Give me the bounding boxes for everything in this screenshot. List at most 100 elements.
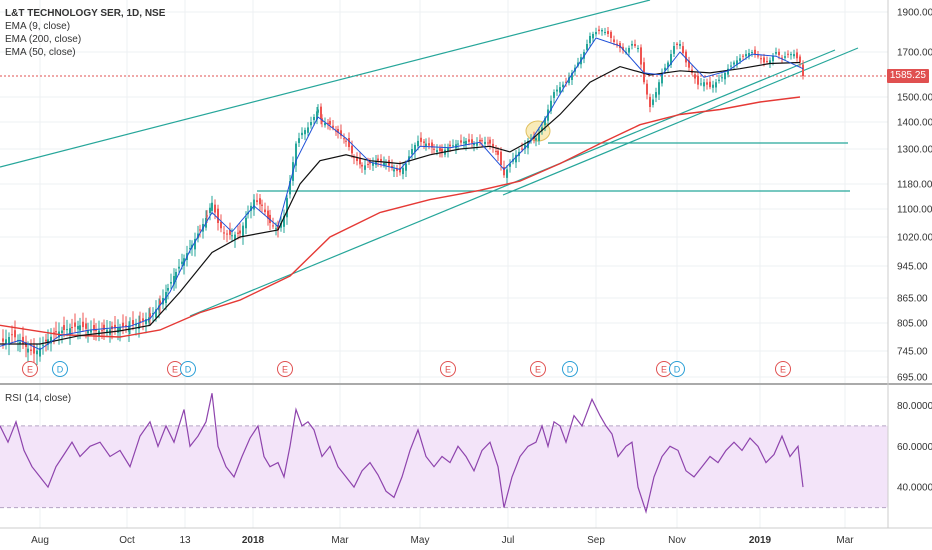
legend-ema-9[interactable]: EMA (9, close) xyxy=(5,21,71,32)
candle-body xyxy=(189,248,191,250)
candle-body xyxy=(63,325,65,330)
y-tick-label: 945.00 xyxy=(897,262,928,273)
candle-body xyxy=(11,334,13,336)
candle-body xyxy=(264,209,266,213)
rsi-legend[interactable]: RSI (14, close) xyxy=(5,393,72,404)
candle-body xyxy=(739,58,741,61)
candle-body xyxy=(286,198,288,218)
candle-body xyxy=(476,142,478,146)
candle-body xyxy=(787,53,789,55)
candle-body xyxy=(242,225,244,237)
candle-body xyxy=(667,62,669,68)
candle-body xyxy=(119,327,121,332)
candle-body xyxy=(30,349,32,351)
candle-body xyxy=(239,230,241,234)
candle-body xyxy=(55,331,57,333)
candle-body xyxy=(661,72,663,84)
candle-body xyxy=(317,109,319,113)
candle-body xyxy=(152,313,154,315)
x-tick-label: Jul xyxy=(502,535,515,546)
candle-body xyxy=(473,143,475,146)
y-tick-label: 865.00 xyxy=(897,294,928,305)
candle-body xyxy=(727,68,729,75)
legend-ema-200[interactable]: EMA (200, close) xyxy=(5,34,82,45)
candle-body xyxy=(622,46,624,50)
earnings-marker xyxy=(22,361,38,377)
candle-body xyxy=(391,165,393,168)
y-tick-label: 1500.00 xyxy=(897,93,932,104)
candle-body xyxy=(655,92,657,98)
x-tick-label: Oct xyxy=(119,535,135,546)
candle-body xyxy=(380,158,382,162)
candle-body xyxy=(304,130,306,135)
y-tick-label: 805.00 xyxy=(897,319,928,330)
candle-body xyxy=(766,61,768,63)
earnings-marker xyxy=(775,361,791,377)
x-tick-label: Aug xyxy=(31,535,49,546)
candle-body xyxy=(117,328,119,333)
x-tick-label: Nov xyxy=(668,535,686,546)
candle-body xyxy=(492,143,494,148)
candle-body xyxy=(69,328,71,335)
candle-body xyxy=(272,225,274,227)
candle-body xyxy=(640,47,642,65)
dividend-marker xyxy=(669,361,685,377)
trendline xyxy=(0,0,651,168)
candle-body xyxy=(550,100,552,111)
candle-body xyxy=(646,83,648,95)
candle-body xyxy=(45,339,47,342)
candle-body xyxy=(751,52,753,53)
candle-body xyxy=(706,82,708,85)
candle-body xyxy=(414,144,416,153)
candle-body xyxy=(50,336,52,344)
candle-body xyxy=(209,207,211,214)
candle-body xyxy=(226,233,228,235)
candle-body xyxy=(77,325,79,330)
highlight-ellipse xyxy=(525,120,551,142)
y-tick-label: 1020.00 xyxy=(897,233,932,244)
candle-body xyxy=(39,347,41,357)
candle-body xyxy=(598,29,600,31)
candle-body xyxy=(481,140,483,142)
y-tick-label: 1400.00 xyxy=(897,118,932,129)
candle-body xyxy=(298,138,300,143)
y-tick-label: 695.00 xyxy=(897,373,928,384)
candle-body xyxy=(425,143,427,147)
candle-body xyxy=(703,82,705,87)
candle-body xyxy=(114,324,116,329)
candle-body xyxy=(559,87,561,93)
x-tick-label: 2018 xyxy=(242,535,265,546)
candle-body xyxy=(301,132,303,136)
candle-body xyxy=(393,169,395,172)
candle-body xyxy=(8,337,10,345)
legend-ema-50[interactable]: EMA (50, close) xyxy=(5,47,76,58)
candle-body xyxy=(535,138,537,141)
candle-body xyxy=(356,158,358,162)
candle-body xyxy=(122,322,124,327)
dividend-marker-label: D xyxy=(185,365,192,375)
candle-body xyxy=(447,147,449,152)
candle-body xyxy=(679,44,681,46)
candle-body xyxy=(604,32,606,33)
candle-body xyxy=(79,325,81,331)
candle-body xyxy=(383,162,385,166)
candle-body xyxy=(778,51,780,56)
x-tick-label: 13 xyxy=(179,535,191,546)
candle-body xyxy=(754,49,756,55)
candle-body xyxy=(155,309,157,318)
candle-body xyxy=(433,148,435,150)
candle-body xyxy=(345,140,347,142)
candle-body xyxy=(544,118,546,126)
candle-body xyxy=(194,238,196,250)
candle-body xyxy=(280,223,282,228)
candle-body xyxy=(417,140,419,147)
candle-body xyxy=(138,322,140,329)
candle-body xyxy=(790,54,792,56)
series-line-ema-9 xyxy=(0,37,804,351)
candle-body xyxy=(649,96,651,107)
candle-body xyxy=(22,336,24,345)
candle-body xyxy=(745,54,747,57)
candle-body xyxy=(61,330,63,334)
candle-body xyxy=(173,276,175,285)
x-tick-label: May xyxy=(411,535,430,546)
